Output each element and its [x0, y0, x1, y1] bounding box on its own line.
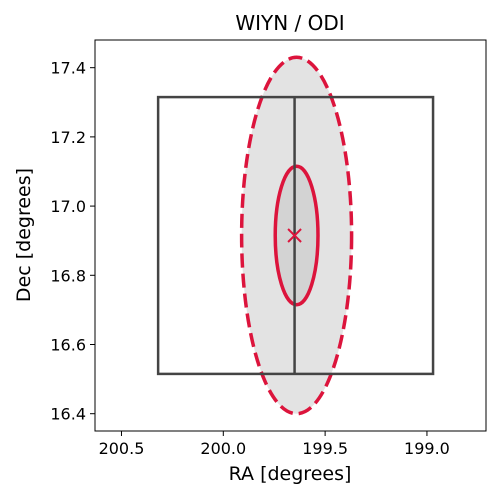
- y-tick-label: 16.8: [50, 266, 86, 285]
- y-tick-label: 16.4: [50, 405, 86, 424]
- chart-title: WIYN / ODI: [235, 11, 344, 35]
- y-axis-label: Dec [degrees]: [13, 168, 35, 302]
- plot-content: [156, 55, 435, 416]
- plot-frame: [94, 39, 487, 432]
- y-tick-label: 16.6: [50, 335, 86, 354]
- x-axis-label: RA [degrees]: [229, 463, 352, 485]
- y-tick-label: 17.2: [50, 128, 86, 147]
- x-tick-label: 200.5: [99, 439, 145, 458]
- y-ticks: 16.4 16.6 16.8 17.0 17.2 17.4: [50, 59, 95, 424]
- x-tick-label: 199.5: [302, 439, 348, 458]
- target-marker-stroke: [287, 228, 302, 243]
- x-ticks: 200.5 200.0 199.5 199.0: [99, 431, 450, 458]
- y-tick-label: 17.0: [50, 197, 86, 216]
- x-tick-label: 200.0: [200, 439, 246, 458]
- inner-error-ellipse: [273, 164, 320, 307]
- target-marker: [287, 228, 302, 243]
- y-tick-label: 17.4: [50, 59, 86, 78]
- x-tick-label: 199.0: [404, 439, 450, 458]
